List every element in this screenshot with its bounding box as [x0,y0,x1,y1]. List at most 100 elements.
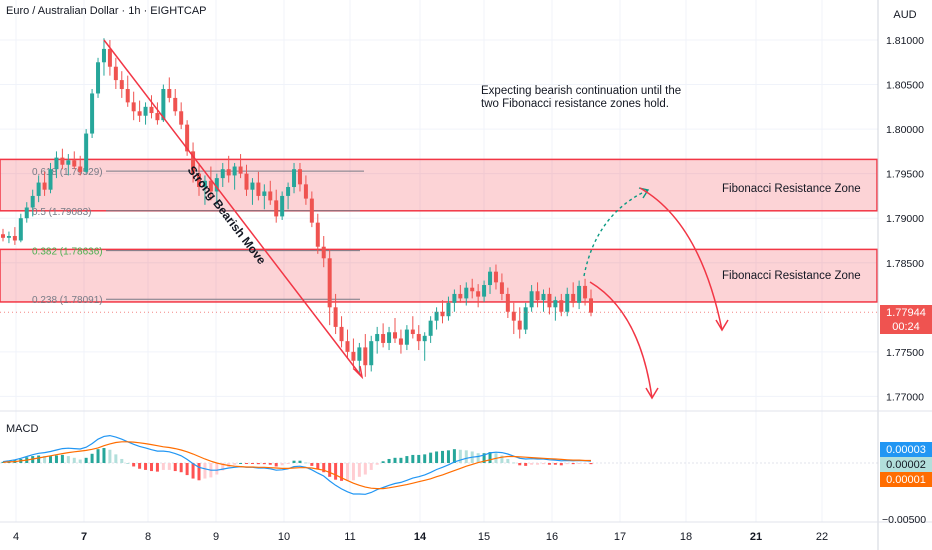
macd-histogram-bar [215,463,219,475]
candle-body [565,293,570,312]
candle-body [66,160,71,165]
macd-histogram-bar [1,461,5,463]
candle-body [589,298,593,313]
candle-body [470,287,475,292]
bias-note: Expecting bearish continuation until the… [481,85,681,111]
macd-histogram-bar [536,463,540,465]
candle-body [232,166,237,176]
candle-body [428,320,433,336]
x-tick-label: 10 [278,531,290,543]
macd-histogram-bar [559,463,563,466]
candle-body [262,191,267,196]
candle-body [96,62,101,94]
macd-value-tag: 0.00003 [880,442,932,457]
macd-histogram-bar [179,463,183,473]
candle-body [381,334,386,343]
candle-body [422,335,427,342]
macd-histogram-bar [351,463,355,481]
candle-body [18,218,23,241]
x-tick-label: 14 [414,531,427,543]
macd-histogram-bar [405,456,409,463]
candle-body [309,198,314,223]
candle-body [143,106,148,116]
candle-body [292,169,297,188]
fib-label: 0.238 (1.78091) [32,295,103,306]
y-tick-label: 1.80000 [886,124,924,136]
candle-body [351,351,356,361]
candle-body [369,341,374,366]
candle-body [339,326,344,342]
macd-histogram-bar [49,456,53,463]
macd-histogram-bar [274,463,278,467]
currency-label[interactable]: AUD [893,9,917,21]
macd-histogram-bar [245,463,249,464]
x-tick-label: 7 [81,531,87,543]
projection-down-upper-arrow-head [715,319,729,332]
candle-body [327,258,332,308]
macd-histogram-bar [120,458,124,463]
candle-body [583,285,588,299]
candle-body [315,222,320,247]
macd-line [2,434,592,495]
candle-body [197,173,201,188]
candle-body [24,207,29,219]
zone-upper-label: Fibonacci Resistance Zone [722,183,861,195]
candle-body [72,160,77,167]
candle-body [375,334,380,342]
y-tick-label: 1.77000 [886,391,924,403]
macd-histogram-bar [268,463,272,465]
macd-histogram-bar [381,461,385,463]
y-tick-label: 1.79500 [886,169,924,181]
macd-histogram-bar [96,449,100,463]
fib-label: 0.5 (1.79083) [32,207,92,218]
macd-histogram-bar [506,458,510,463]
candle-body [226,169,231,176]
candle-body [191,151,196,174]
candle-body [452,293,457,303]
candle-body [547,293,552,308]
trend-line [103,39,363,378]
macd-histogram-bar [571,463,575,465]
grid-lines [0,0,878,522]
macd-histogram-bar [417,454,421,463]
candle-body [149,106,154,114]
candle-body [90,93,95,134]
candle-body [84,133,89,172]
candle-body [113,66,118,81]
macd-histogram-bar [197,463,201,481]
x-tick-label: 21 [750,531,762,543]
candle-body [155,113,160,121]
candle-body [446,302,451,317]
histogram-value-tag: 0.00002 [880,457,932,472]
candle-body [398,338,403,345]
candle-body [505,293,510,312]
candle-body [78,166,83,172]
candle-body [119,80,124,90]
candle-body [297,169,302,185]
macd-histogram-bar [78,459,82,463]
signal-value-tag: 0.00001 [880,472,932,487]
macd-histogram-bar [239,463,243,464]
candle-body [274,200,279,217]
macd-histogram-bar [233,463,237,465]
candle-body [268,191,273,201]
candle-body [131,102,136,112]
candle-body [416,334,421,342]
macd-histogram-bar [530,463,534,465]
macd-histogram-bar [500,455,504,463]
macd-histogram-bar [340,463,344,481]
macd-histogram-bar [387,458,391,463]
zone-lower [0,248,878,303]
macd-title[interactable]: MACD [6,423,39,435]
zone-lower-label: Fibonacci Resistance Zone [722,270,861,282]
candle-body [517,320,522,330]
candle-body [30,195,35,208]
candle-body [36,182,41,196]
candle-body [167,89,172,98]
macd-histogram-bar [108,449,112,463]
macd-histogram-bar [334,463,338,480]
macd-histogram-bar [90,453,94,463]
candle-body [6,236,11,238]
